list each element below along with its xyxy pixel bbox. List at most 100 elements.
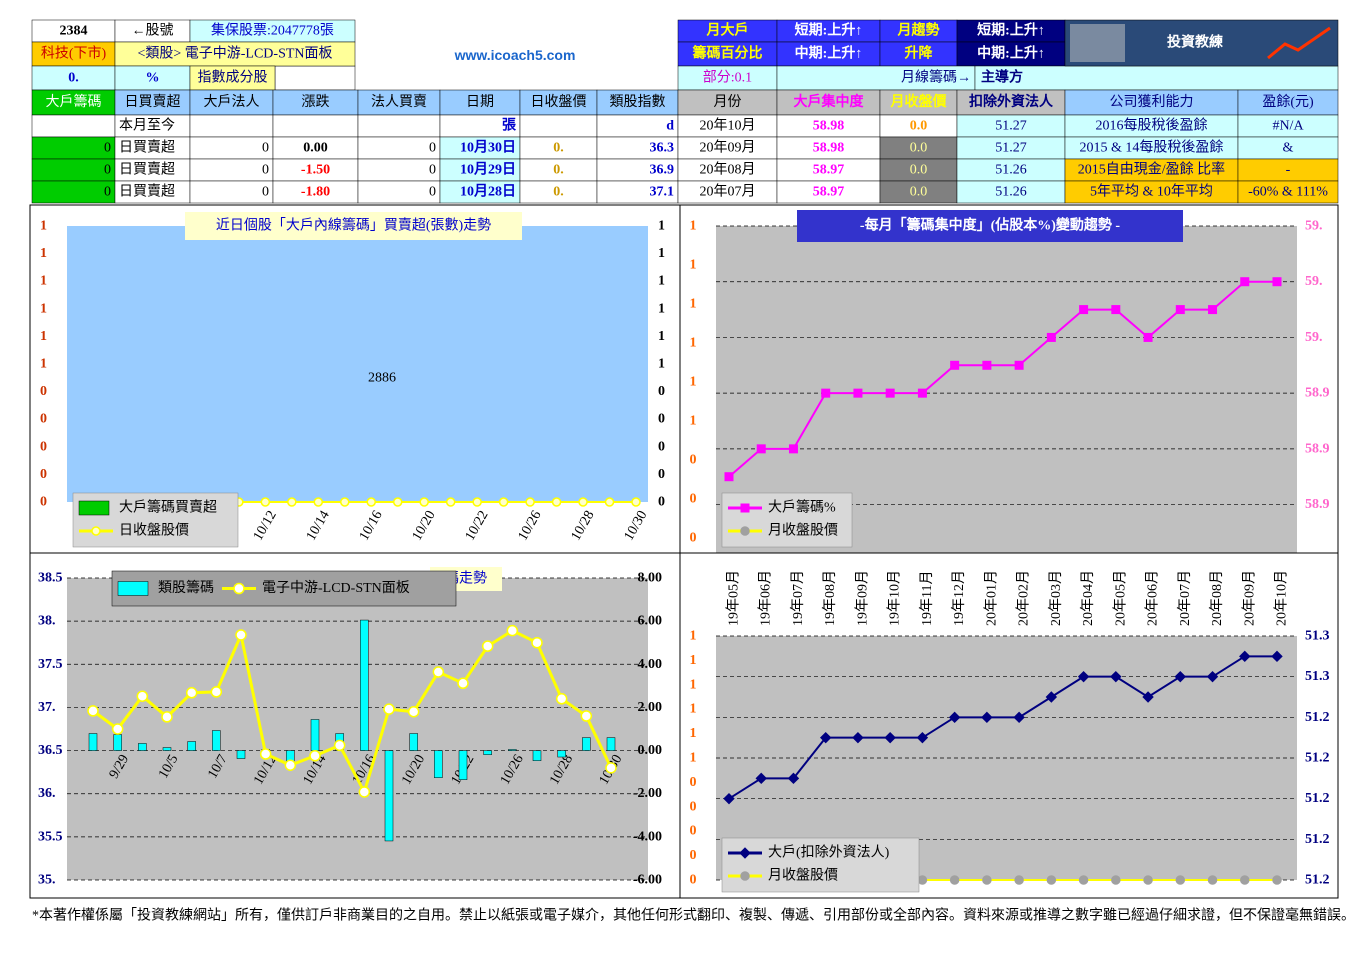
tick-label: 0 [690, 453, 697, 468]
marker [340, 497, 350, 507]
table-text: 20年08月 [700, 162, 756, 178]
table-text: 51.26 [995, 163, 1027, 178]
table-text: 0 [262, 141, 269, 156]
marker [309, 749, 321, 762]
marker [407, 705, 420, 718]
legend-label: 日收盤股價 [119, 522, 189, 539]
brand: 投資教練 [1167, 34, 1223, 51]
table-text: 本月至今 [119, 118, 175, 134]
table-text: 0 [429, 163, 436, 178]
legend-label: 電子中游-LCD-STN面板 [262, 580, 410, 596]
tick-label: 0 [690, 531, 697, 546]
marker [185, 687, 198, 699]
table-text: 0.0 [910, 163, 928, 178]
marker [740, 871, 750, 881]
bar [458, 750, 468, 780]
bar [409, 733, 418, 751]
bar [606, 737, 616, 751]
tick-label: 1 [40, 219, 47, 234]
tick-label: 1 [690, 375, 697, 390]
bar [187, 741, 196, 751]
tick-label: 38.5 [38, 571, 63, 586]
legend-box [111, 570, 457, 607]
chart: 0 0 0 1 1 1 1 1 1 58.9 58.9 58.9 59. 59. 59. -每月「籌碼集中度」… [690, 210, 1330, 553]
tick-label: 51.2 [1305, 751, 1330, 766]
tick-label: 59. [1305, 330, 1323, 345]
header-text: 科技(下市) [41, 45, 107, 62]
tick-label: 51.2 [1305, 832, 1330, 847]
table-text: 0.0 [910, 185, 928, 200]
x-tick-label: 20年02月 [1016, 570, 1032, 626]
marker [740, 503, 750, 513]
tick-label: 0 [40, 495, 47, 510]
marker [885, 388, 895, 398]
header-text: 短期:上升↑ [795, 22, 863, 39]
tick-label: 58.9 [1305, 497, 1330, 512]
tick-label: 51.2 [1305, 873, 1330, 888]
tick-label: 1 [658, 219, 665, 234]
table-cell [357, 158, 441, 182]
marker [419, 497, 429, 507]
bar [483, 750, 492, 755]
table-text: 58.98 [813, 141, 845, 156]
marker [1046, 875, 1057, 885]
tick-label: 37.5 [38, 657, 63, 672]
header-cell [677, 41, 778, 67]
x-tick-label: 19年09月 [854, 570, 870, 626]
tick-label: 1 [40, 329, 47, 344]
marker [916, 731, 929, 744]
header-text: % [146, 71, 160, 86]
table-text: 58.98 [813, 119, 845, 134]
table-cell [357, 89, 441, 116]
table-cell [114, 89, 191, 116]
table-text: 0. [553, 185, 564, 200]
marker [917, 388, 927, 398]
legend-label: 大戶(扣除外資法人) [768, 845, 890, 861]
chart-title: -每月「籌碼集中度」(佔股本%)變動趨勢 - [860, 217, 1120, 234]
legend-swatch [78, 500, 110, 516]
marker [1143, 332, 1153, 342]
bar [434, 750, 443, 779]
marker [605, 762, 617, 774]
marker [91, 526, 101, 536]
panel-border [679, 552, 1339, 899]
marker [1175, 875, 1186, 885]
table-text: 2015自由現金/盈餘 比率 [1078, 161, 1225, 178]
tick-label: 35.5 [38, 829, 63, 844]
marker [1014, 360, 1024, 370]
table-text: 大戶法人 [204, 94, 260, 110]
table-cell [879, 89, 958, 116]
header-text: 部分:0.1 [703, 70, 752, 86]
tick-label: 0 [40, 384, 47, 399]
header-cell [974, 65, 1339, 91]
x-tick-label: 20年06月 [1145, 570, 1161, 626]
marker [161, 711, 173, 723]
marker [1079, 305, 1089, 315]
marker [950, 360, 960, 370]
table-cell [1237, 180, 1339, 204]
marker [111, 723, 124, 735]
marker [392, 497, 403, 507]
header-cell [677, 65, 778, 91]
tick-label: 37. [38, 700, 56, 715]
table-cell [596, 89, 679, 116]
header-text: 指數成分股 [198, 70, 268, 86]
tick-label: 0 [658, 467, 665, 482]
header-text: 主導方 [981, 69, 1023, 86]
marker [506, 624, 519, 637]
marker [233, 582, 245, 595]
table-text: 漲跌 [302, 94, 330, 110]
header-text: 籌碼百分比 [693, 45, 763, 62]
table-text: 0 [262, 163, 269, 178]
table-text: 0. [553, 141, 564, 156]
table-text: 法人買賣 [371, 94, 427, 110]
marker [1078, 875, 1089, 885]
x-tick-label: 19年08月 [822, 570, 838, 626]
table-text: 5年平均 & 10年平均 [1090, 184, 1213, 200]
x-tick-label: 20年04月 [1080, 570, 1096, 626]
marker [1174, 670, 1187, 683]
tick-label: 51.2 [1305, 710, 1330, 725]
tick-label: 35. [38, 873, 56, 888]
marker [472, 497, 482, 507]
table-cell [31, 158, 116, 182]
